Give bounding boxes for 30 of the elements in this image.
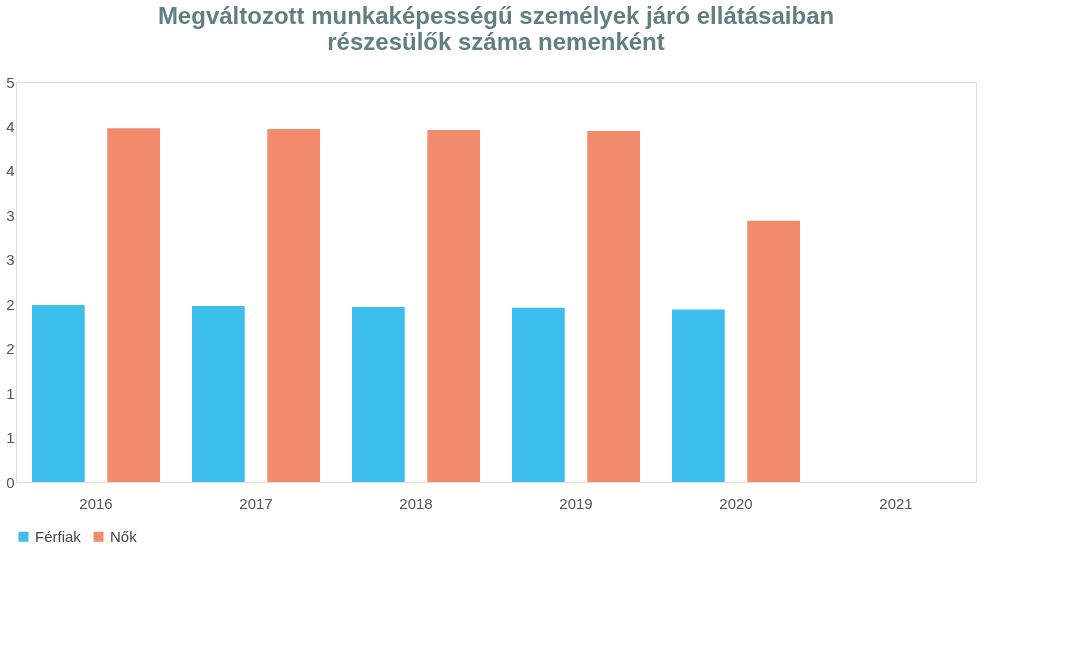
y-tick-label: 3	[6, 251, 15, 269]
x-tick-label: 2016	[79, 494, 113, 512]
x-tick-label: 2019	[559, 494, 593, 512]
bar	[747, 220, 800, 482]
bar	[32, 305, 85, 482]
bar	[192, 306, 245, 482]
x-tick-label: 2021	[879, 494, 913, 512]
bar	[512, 307, 565, 482]
legend-label: Nők	[110, 527, 138, 545]
y-tick-label: 4	[6, 162, 15, 180]
x-tick-label: 2017	[239, 494, 273, 512]
y-tick-label: 2	[6, 340, 15, 358]
text: részesülők száma nemenként	[327, 28, 665, 55]
bar	[427, 130, 480, 482]
x-tick-label: 2018	[399, 494, 433, 512]
text: Megváltozott munkaképességű személyek járó ellátásaiban	[157, 2, 835, 29]
y-tick-label: 2	[6, 295, 15, 313]
bar	[352, 306, 405, 482]
y-tick-label: 5	[6, 73, 15, 91]
y-tick-label: 1	[6, 384, 15, 402]
legend-label: Férfiak	[35, 527, 82, 545]
bar	[267, 129, 320, 482]
bar	[672, 309, 725, 482]
y-tick-label: 0	[6, 473, 15, 491]
y-tick-label: 1	[6, 429, 15, 447]
y-tick-label: 3	[6, 206, 15, 224]
x-tick-label: 2020	[719, 494, 753, 512]
bar	[107, 128, 160, 482]
y-tick-label: 4	[6, 117, 15, 135]
bar	[587, 130, 640, 482]
